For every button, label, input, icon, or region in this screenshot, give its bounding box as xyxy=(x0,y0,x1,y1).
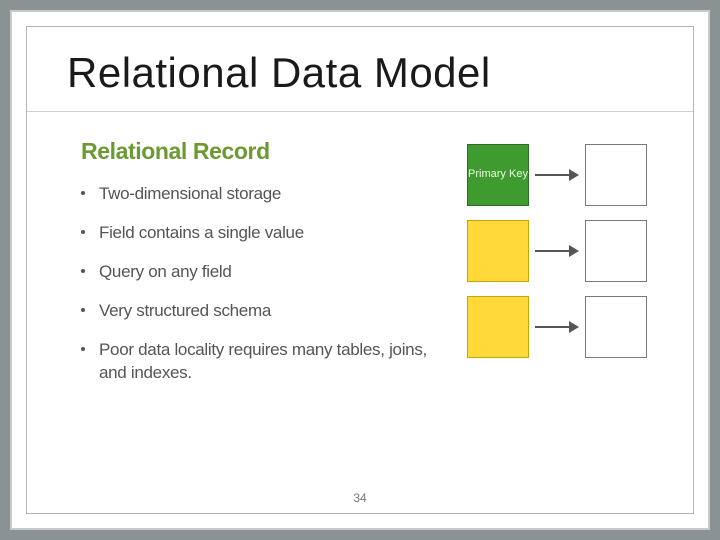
bullet-item: Poor data locality requires many tables,… xyxy=(81,339,445,385)
bullet-item: Very structured schema xyxy=(81,300,445,323)
primary-key-box: Primary Key xyxy=(467,144,529,206)
content-region: Relational Record Two-dimensional storag… xyxy=(27,112,693,401)
diagram-row xyxy=(467,296,647,358)
diagram-row: Primary Key xyxy=(467,144,647,206)
bullet-item: Two-dimensional storage xyxy=(81,183,445,206)
field-box xyxy=(467,220,529,282)
page-number: 34 xyxy=(27,491,693,505)
slide-outer-frame: Relational Data Model Relational Record … xyxy=(10,10,710,530)
field-box xyxy=(467,296,529,358)
arrow-icon xyxy=(535,321,579,333)
target-box xyxy=(585,296,647,358)
slide-inner-frame: Relational Data Model Relational Record … xyxy=(26,26,694,514)
target-box xyxy=(585,144,647,206)
box-label: Primary Key xyxy=(468,168,528,181)
title-region: Relational Data Model xyxy=(27,27,693,112)
text-column: Relational Record Two-dimensional storag… xyxy=(81,138,445,401)
bullet-item: Field contains a single value xyxy=(81,222,445,245)
arrow-icon xyxy=(535,169,579,181)
slide-title: Relational Data Model xyxy=(67,49,673,97)
diagram-row xyxy=(467,220,647,282)
target-box xyxy=(585,220,647,282)
diagram-column: Primary Key xyxy=(467,138,653,401)
subheading: Relational Record xyxy=(81,138,445,165)
bullet-list: Two-dimensional storage Field contains a… xyxy=(81,183,445,385)
arrow-icon xyxy=(535,245,579,257)
bullet-item: Query on any field xyxy=(81,261,445,284)
